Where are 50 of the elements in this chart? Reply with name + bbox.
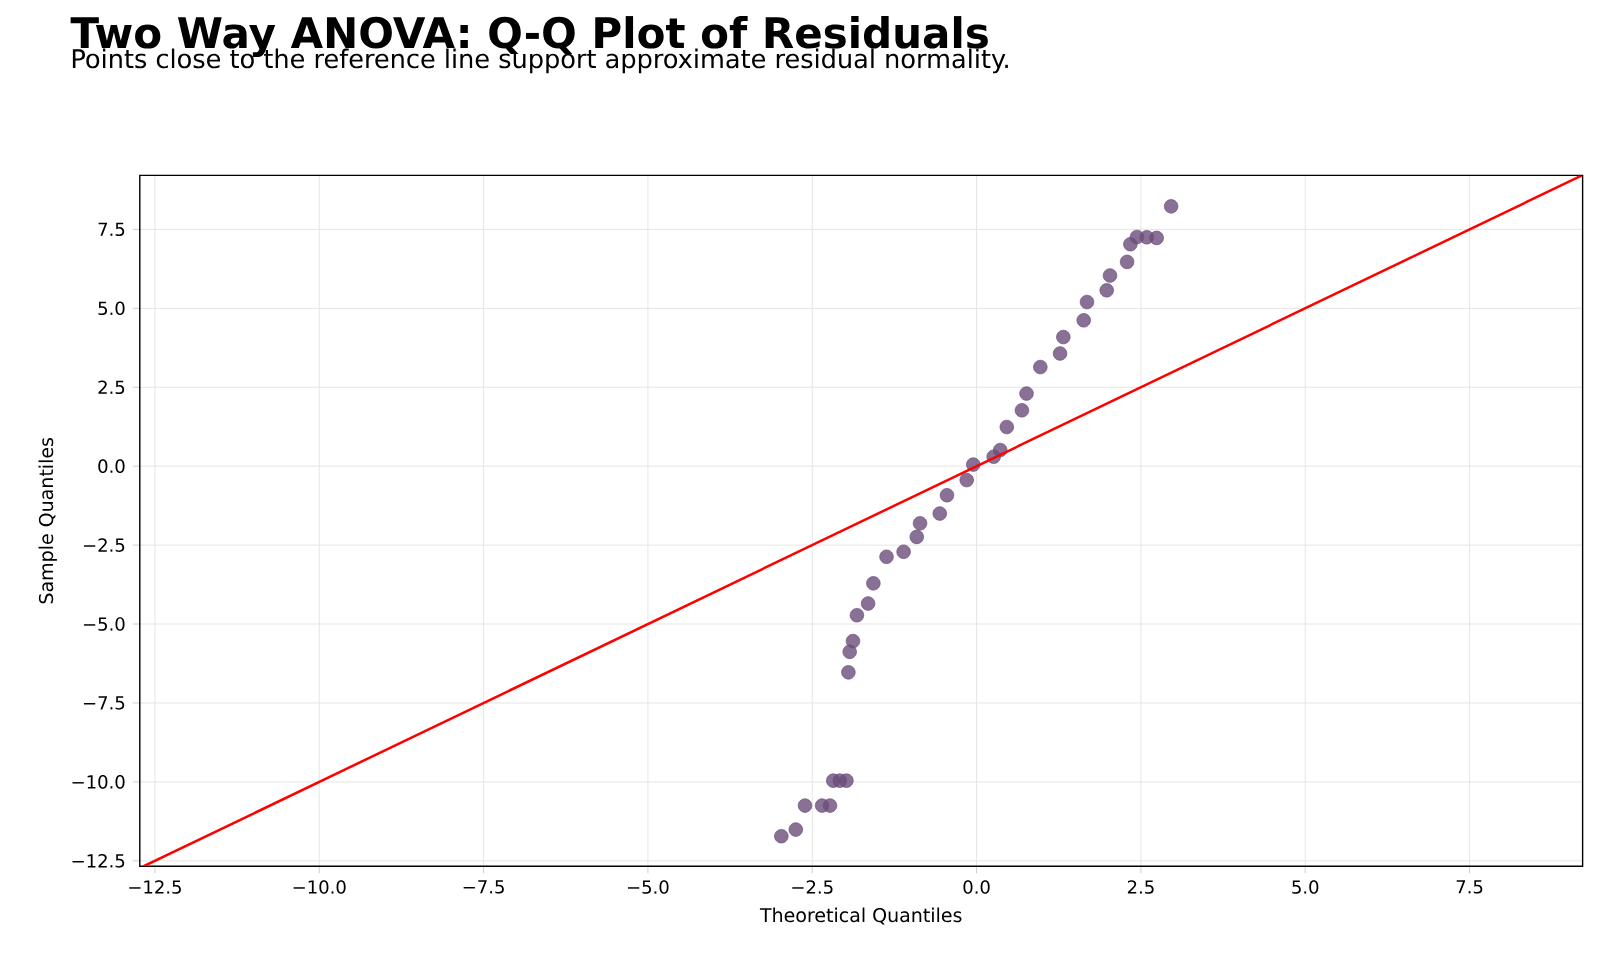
point [1102,268,1118,283]
point [841,665,856,680]
y-axis-title: Sample Quantiles [38,437,57,604]
x-tick-label: 7.5 [1456,880,1483,894]
point [845,633,861,649]
point [1052,346,1068,361]
point [932,506,947,521]
point [1163,199,1179,214]
y-tick-label: −2.5 [83,538,125,552]
y-tick-label: 0.0 [98,459,125,473]
point [1149,230,1164,246]
point [797,798,813,813]
x-tick-label: −7.5 [463,880,504,894]
point [849,608,865,623]
point [774,829,789,844]
point [1019,386,1034,401]
point [788,822,803,837]
point [939,488,955,503]
y-tick-label: 7.5 [98,222,125,237]
y-tick-label: −12.5 [72,854,125,868]
point [959,472,974,488]
point [1099,283,1114,298]
x-tick-label: 5.0 [1292,880,1319,894]
x-tick-label: 0.0 [963,880,990,894]
point [1079,294,1095,310]
point [912,516,928,531]
y-tick-label: −5.0 [83,617,125,631]
point [909,529,924,545]
x-tick-label: −2.5 [792,880,833,894]
point [839,773,854,788]
point [1033,359,1048,375]
point [999,419,1014,435]
x-axis-title: Theoretical Quantiles [759,907,962,925]
point [1014,403,1030,418]
point [879,549,894,564]
point [1119,254,1135,270]
y-tick-label: −10.0 [72,775,125,789]
point [860,596,876,611]
point [1056,329,1071,345]
point [866,576,881,591]
point [1076,313,1091,328]
y-tick-label: 5.0 [98,301,125,316]
x-tick-label: 2.5 [1127,880,1154,894]
y-tick-label: −7.5 [83,696,125,710]
x-tick-label: −10.0 [293,880,346,894]
x-tick-label: −5.0 [627,880,669,894]
x-tick-label: −12.5 [129,880,181,894]
point [822,798,838,813]
point [896,544,911,559]
y-tick-label: 2.5 [98,380,125,395]
